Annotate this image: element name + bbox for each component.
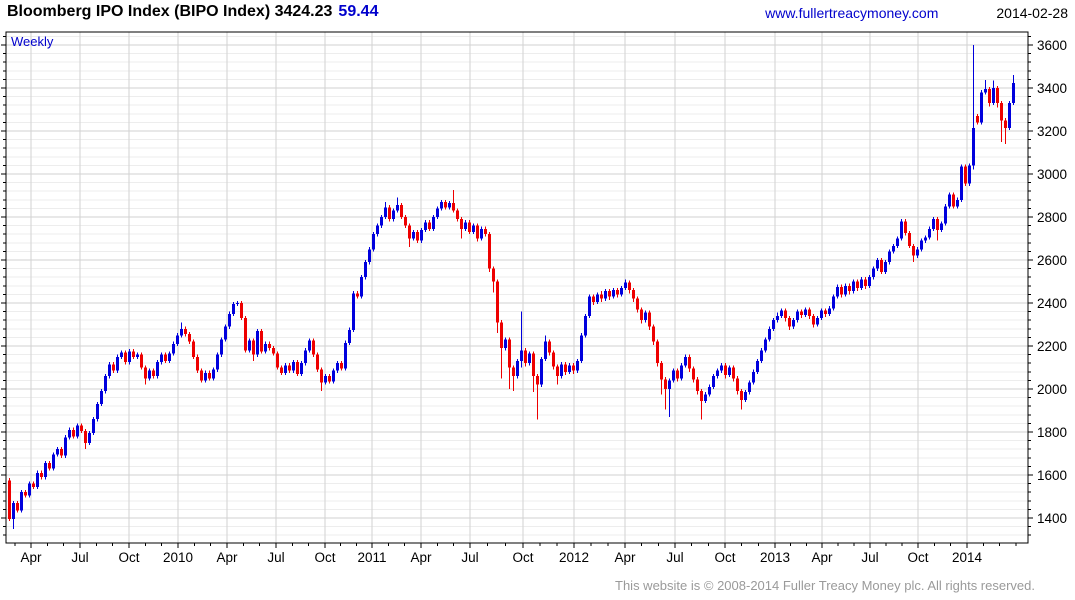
chart-title-text: Bloomberg IPO Index (BIPO Index) 3424.23 xyxy=(7,3,333,20)
y-axis-label: 2200 xyxy=(1037,339,1067,354)
x-axis: Apr Jul Oct 2010 Apr Jul Oct 2011 Apr Jul Oct 2012 A… xyxy=(14,543,1017,565)
x-axis-label: 2012 xyxy=(559,550,589,565)
x-axis-label: 2014 xyxy=(952,550,983,565)
y-axis-label: 1400 xyxy=(1037,511,1067,526)
x-axis-label: Apr xyxy=(410,550,432,565)
x-axis-label: Oct xyxy=(314,550,335,565)
y-axis-label: 2400 xyxy=(1037,296,1067,311)
y-axis-label: 3600 xyxy=(1037,38,1067,53)
y-axis-label: 1800 xyxy=(1037,425,1067,440)
y-axis-label: 2800 xyxy=(1037,210,1067,225)
x-axis-label: Jul xyxy=(71,550,88,565)
timeframe-label: Weekly xyxy=(11,34,54,49)
chart-date: 2014-02-28 xyxy=(996,5,1068,21)
y-axis-label: 2600 xyxy=(1037,253,1067,268)
x-axis-label: Jul xyxy=(666,550,683,565)
x-axis-label: Jul xyxy=(461,550,478,565)
header-right: www.fullertreacymoney.com 2014-02-28 xyxy=(765,5,1068,21)
y-axis-label: 3200 xyxy=(1037,124,1067,139)
y-axis-label: 3000 xyxy=(1037,167,1067,182)
y-axis-label: 1600 xyxy=(1037,468,1067,483)
x-axis-label: Jul xyxy=(861,550,878,565)
x-axis-label: Apr xyxy=(811,550,833,565)
x-axis-label: 2010 xyxy=(163,550,193,565)
x-axis-label: Apr xyxy=(20,550,42,565)
candles xyxy=(8,45,1015,529)
x-axis-label: Jul xyxy=(267,550,284,565)
x-axis-label: 2013 xyxy=(760,550,790,565)
minor-gridlines xyxy=(6,35,1028,536)
major-gridlines xyxy=(6,44,1028,519)
x-axis-label: Oct xyxy=(118,550,139,565)
copyright-footer: This website is © 2008-2014 Fuller Treac… xyxy=(615,578,1035,593)
page-title: Bloomberg IPO Index (BIPO Index) 3424.23… xyxy=(7,3,378,21)
y-axis: 1400 1600 1800 2000 2200 2400 2600 2800 3000 3200… xyxy=(1,35,1067,536)
x-axis-label: Oct xyxy=(907,550,928,565)
y-axis-label: 2000 xyxy=(1037,382,1067,397)
change-value: 59.44 xyxy=(338,3,379,20)
x-axis-label: Oct xyxy=(714,550,735,565)
website-link[interactable]: www.fullertreacymoney.com xyxy=(765,5,939,21)
x-axis-label: Apr xyxy=(614,550,636,565)
plot-border xyxy=(5,31,1029,544)
x-axis-label: Apr xyxy=(216,550,238,565)
y-axis-label: 3400 xyxy=(1037,81,1067,96)
x-axis-label: Oct xyxy=(512,550,533,565)
vertical-gridlines xyxy=(30,32,968,543)
x-axis-label: 2011 xyxy=(357,550,386,565)
